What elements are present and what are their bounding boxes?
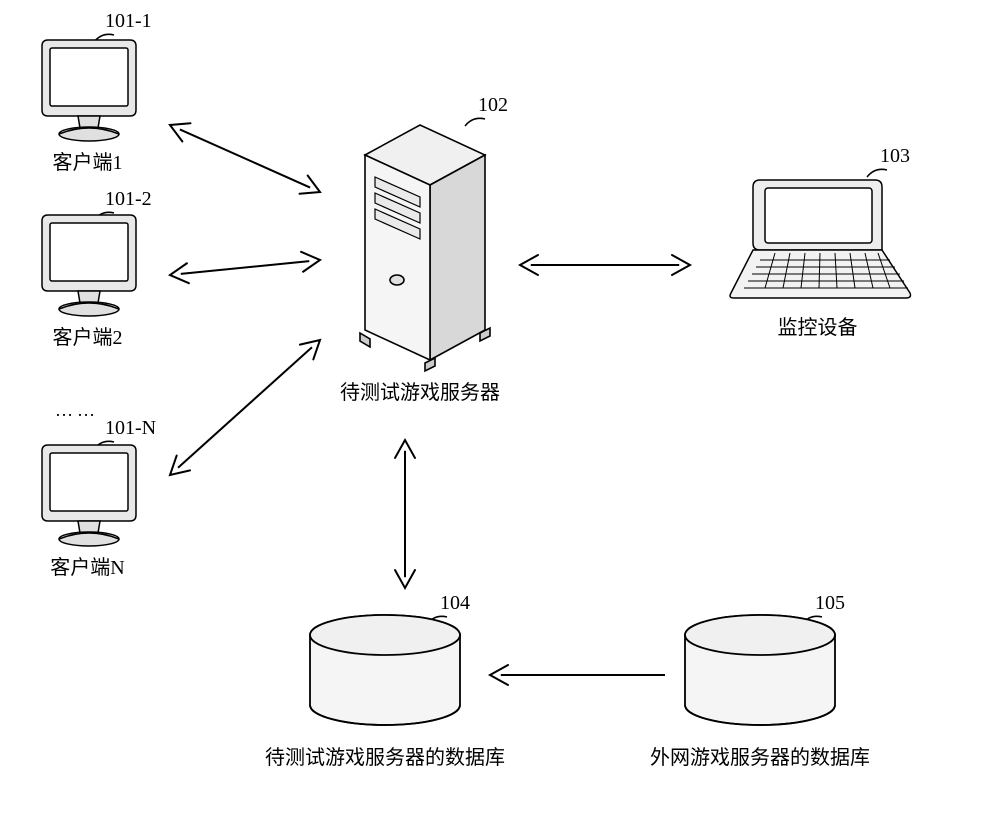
ellipsis: …… [55, 400, 99, 421]
label-clientN: 客户端N [30, 555, 145, 581]
diagram-canvas: 101-1 101-2 101-N 102 103 104 105 …… [0, 0, 1000, 820]
label-db-test: 待测试游戏服务器的数据库 [260, 745, 510, 771]
cylinder-icon [260, 610, 510, 740]
node-laptop: 监控设备 [720, 165, 915, 341]
node-client2: 客户端2 [30, 205, 145, 351]
monitor-icon [30, 205, 145, 320]
node-db-test: 待测试游戏服务器的数据库 [260, 610, 510, 771]
server-icon [345, 115, 505, 375]
label-client1: 客户端1 [30, 150, 145, 176]
node-client1: 客户端1 [30, 30, 145, 176]
monitor-icon [30, 30, 145, 145]
monitor-icon [30, 435, 145, 550]
node-clientN: 客户端N [30, 435, 145, 581]
node-db-ext: 外网游戏服务器的数据库 [635, 610, 885, 771]
label-laptop: 监控设备 [720, 315, 915, 341]
label-server: 待测试游戏服务器 [325, 380, 515, 406]
cylinder-icon [635, 610, 885, 740]
laptop-icon [720, 165, 915, 310]
label-db-ext: 外网游戏服务器的数据库 [635, 745, 885, 771]
node-server: 待测试游戏服务器 [335, 115, 515, 406]
label-client2: 客户端2 [30, 325, 145, 351]
